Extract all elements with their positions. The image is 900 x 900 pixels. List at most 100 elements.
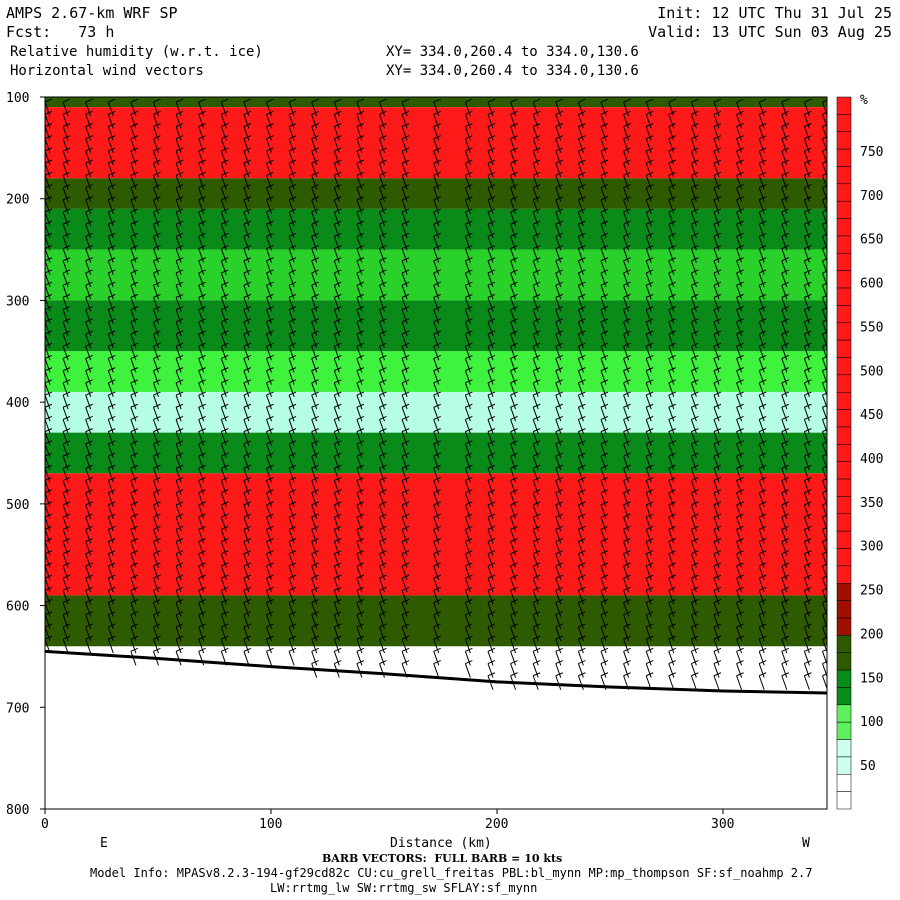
wind-barb bbox=[487, 647, 496, 666]
wind-barb bbox=[555, 635, 563, 654]
wind-barb bbox=[645, 269, 654, 288]
wind-barb bbox=[645, 611, 654, 629]
wind-barb bbox=[333, 232, 342, 251]
wind-barb bbox=[803, 245, 812, 263]
wind-barb bbox=[62, 611, 71, 629]
wind-barb bbox=[623, 171, 631, 190]
wind-barb bbox=[690, 403, 699, 422]
wind-barb bbox=[175, 98, 184, 117]
wind-barb bbox=[758, 586, 767, 605]
wind-barb bbox=[266, 232, 274, 251]
wind-barb bbox=[645, 391, 654, 410]
wind-barb bbox=[85, 306, 93, 324]
wind-barb bbox=[288, 635, 297, 654]
wind-barb bbox=[713, 379, 722, 397]
wind-barb bbox=[311, 293, 319, 312]
wind-barb bbox=[555, 391, 563, 410]
wind-barb bbox=[243, 257, 252, 275]
wind-barb bbox=[510, 586, 518, 605]
wind-barb bbox=[487, 159, 496, 178]
wind-barb bbox=[645, 660, 654, 678]
wind-barb bbox=[713, 574, 722, 593]
wind-barb bbox=[45, 306, 53, 324]
wind-barb bbox=[401, 330, 410, 349]
wind-barb bbox=[487, 574, 496, 593]
wind-barb bbox=[266, 367, 274, 385]
wind-barb bbox=[220, 159, 229, 178]
wind-barb bbox=[668, 123, 676, 141]
wind-barb bbox=[45, 208, 53, 227]
wind-barb bbox=[130, 293, 139, 312]
wind-barb bbox=[45, 452, 53, 471]
wind-barb bbox=[198, 635, 206, 654]
colorbar-label: 250 bbox=[860, 584, 883, 599]
wind-barb bbox=[243, 208, 252, 227]
wind-barb bbox=[781, 513, 789, 532]
wind-barb bbox=[266, 330, 274, 349]
wind-barb bbox=[220, 477, 229, 495]
wind-barb bbox=[175, 293, 184, 312]
wind-barb bbox=[668, 257, 676, 275]
wind-barb bbox=[266, 171, 274, 190]
wind-barb bbox=[333, 379, 342, 397]
x-right-label: W bbox=[802, 836, 810, 851]
wind-barb bbox=[433, 110, 441, 129]
wind-barb bbox=[288, 208, 297, 227]
wind-barb bbox=[600, 147, 609, 166]
wind-barb bbox=[623, 196, 631, 214]
wind-barb bbox=[510, 562, 518, 581]
wind-barb bbox=[758, 379, 767, 397]
wind-barb bbox=[555, 147, 563, 166]
wind-barb bbox=[311, 501, 319, 520]
wind-barb bbox=[668, 342, 676, 361]
wind-barb bbox=[130, 135, 139, 153]
model-info-physics: LW:rrtmg_lw SW:rrtmg_sw SFLAY:sf_mynn bbox=[270, 881, 538, 895]
wind-barb bbox=[690, 123, 699, 141]
wind-barb bbox=[645, 147, 654, 166]
wind-barb bbox=[668, 220, 676, 239]
wind-barb bbox=[288, 306, 297, 324]
wind-barb bbox=[600, 599, 609, 617]
wind-barb bbox=[803, 452, 812, 471]
wind-barb bbox=[130, 452, 139, 471]
wind-barb bbox=[758, 330, 767, 349]
wind-barb bbox=[555, 574, 563, 593]
wind-barb bbox=[130, 281, 139, 300]
wind-barb bbox=[153, 440, 161, 459]
wind-barb bbox=[758, 501, 767, 520]
wind-barb bbox=[623, 306, 631, 324]
wind-barb bbox=[62, 342, 71, 361]
wind-barb bbox=[107, 306, 116, 324]
wind-barb bbox=[107, 318, 116, 336]
wind-barb bbox=[220, 440, 229, 459]
wind-barb bbox=[600, 440, 609, 459]
wind-barb bbox=[713, 477, 722, 495]
wind-barb bbox=[85, 110, 93, 129]
colorbar-label: 700 bbox=[860, 189, 883, 204]
wind-barb bbox=[85, 171, 93, 190]
wind-barb bbox=[690, 550, 699, 568]
wind-barb bbox=[379, 403, 387, 422]
wind-barb bbox=[356, 403, 365, 422]
x-left-label: E bbox=[100, 836, 108, 851]
wind-barb bbox=[668, 159, 676, 178]
wind-barb bbox=[153, 452, 161, 471]
wind-barb bbox=[758, 574, 767, 593]
wind-barb bbox=[758, 98, 767, 117]
wind-barb bbox=[153, 147, 161, 166]
wind-barb bbox=[690, 391, 699, 410]
wind-barb bbox=[577, 318, 586, 336]
rh-field bbox=[45, 97, 827, 647]
wind-barb bbox=[645, 245, 654, 263]
wind-barb bbox=[379, 220, 387, 239]
wind-barb bbox=[243, 586, 252, 605]
wind-barb bbox=[464, 98, 473, 117]
wind-barb bbox=[690, 220, 699, 239]
wind-barb bbox=[781, 611, 789, 629]
wind-barb bbox=[379, 98, 387, 117]
wind-barb bbox=[107, 293, 116, 312]
wind-barb bbox=[645, 538, 654, 556]
wind-barb bbox=[266, 123, 274, 141]
wind-barb bbox=[758, 245, 767, 263]
wind-barb bbox=[690, 257, 699, 275]
